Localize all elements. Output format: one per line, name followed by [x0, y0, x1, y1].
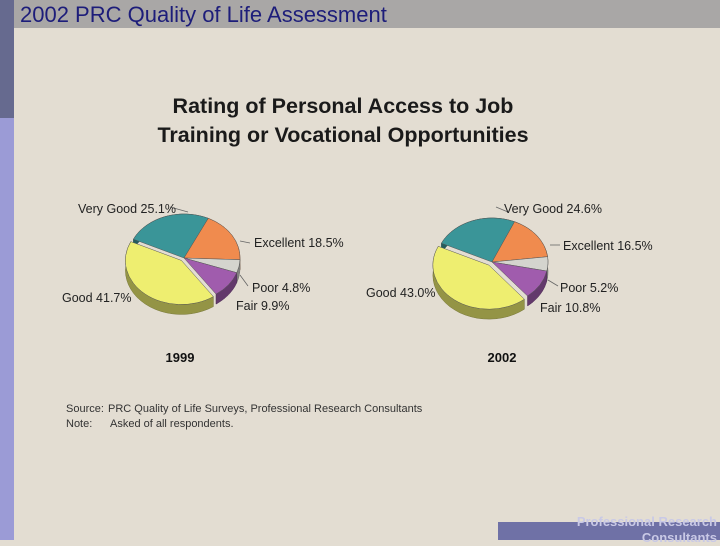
slice-label-fair: Fair 10.8%	[540, 301, 600, 315]
header-band	[0, 0, 720, 28]
leader-line	[169, 206, 189, 213]
source-row: Source: PRC Quality of Life Surveys, Pro…	[66, 402, 422, 417]
leader-line	[239, 240, 251, 244]
source-label: Source:	[66, 403, 104, 415]
leader-line	[239, 274, 249, 287]
slice-label-fair: Fair 9.9%	[236, 299, 290, 313]
slice-label-excellent: Excellent 16.5%	[563, 239, 653, 253]
slice-label-good: Good 43.0%	[366, 286, 436, 300]
pie-slice-very-good	[441, 217, 515, 263]
note-row: Note: Asked of all respondents.	[66, 417, 422, 432]
chart-title-line-1: Rating of Personal Access to Job	[172, 94, 514, 118]
slice-label-good: Good 41.7%	[62, 291, 132, 305]
pie-slice-fair	[491, 261, 548, 297]
year-label: 2002	[488, 350, 517, 365]
chart-title: Rating of Personal Access to Job Trainin…	[100, 92, 586, 150]
pie-slice-excellent	[491, 221, 548, 263]
pie-slice-fair	[183, 257, 238, 295]
chart-title-line-2: Training or Vocational Opportunities	[157, 123, 529, 147]
pie-slice-good	[432, 245, 525, 310]
left-accent-strip	[0, 0, 14, 540]
leader-line	[547, 279, 559, 287]
pie-2002: Very Good 24.6% Excellent 16.5% Poor 5.2% F…	[366, 202, 653, 365]
slice-label-excellent: Excellent 18.5%	[254, 236, 344, 250]
note-text: Asked of all respondents.	[110, 418, 234, 430]
note-label: Note:	[66, 418, 93, 430]
left-accent-strip-dark	[0, 0, 14, 118]
pie-slice-good	[125, 241, 214, 305]
slice-label-very-good: Very Good 24.6%	[504, 202, 602, 216]
footer-text: Professional Research Consultants	[576, 514, 717, 545]
year-label: 1999	[166, 350, 195, 365]
footer-bar	[498, 522, 720, 540]
notes-block: Source: PRC Quality of Life Surveys, Pro…	[66, 402, 422, 432]
slice-label-very-good: Very Good 25.1%	[78, 202, 176, 216]
pie-1999: Very Good 25.1% Excellent 18.5% Poor 4.8% F…	[62, 202, 344, 365]
leader-line	[495, 206, 509, 213]
pie-slice-very-good	[133, 213, 209, 259]
slice-label-poor: Poor 5.2%	[560, 281, 618, 295]
page-title: 2002 PRC Quality of Life Assessment	[20, 2, 387, 27]
source-text: PRC Quality of Life Surveys, Professiona…	[108, 403, 423, 415]
slice-label-poor: Poor 4.8%	[252, 281, 310, 295]
pie-slice-excellent	[183, 217, 241, 260]
